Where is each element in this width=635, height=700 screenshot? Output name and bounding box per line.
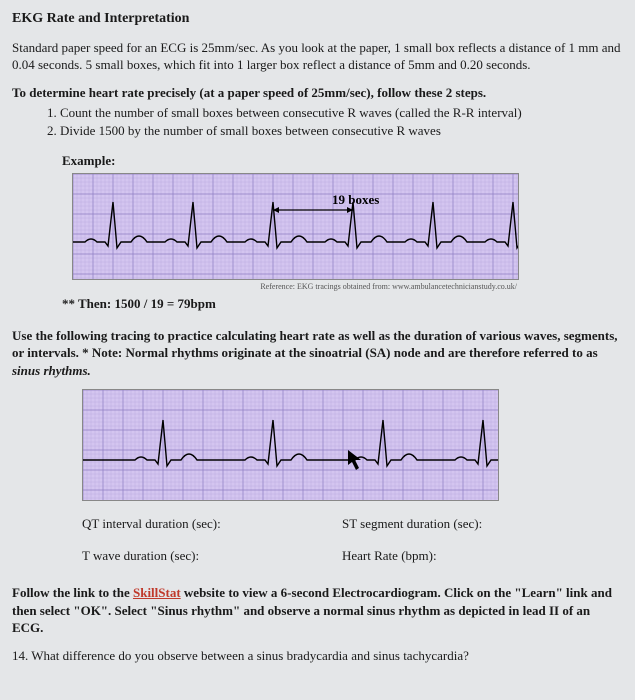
calculation-result: ** Then: 1500 / 19 = 79bpm (62, 295, 623, 313)
ekg-example-tracing (72, 173, 519, 280)
t-wave-label: T wave duration (sec): (82, 547, 342, 565)
heart-rate-label: Heart Rate (bpm): (342, 547, 623, 565)
skillstat-link[interactable]: SkillStat (133, 585, 181, 600)
follow-text-a: Follow the link to the (12, 585, 133, 600)
determine-heading: To determine heart rate precisely (at a … (12, 84, 623, 102)
ekg-practice-tracing (82, 389, 499, 501)
qt-interval-label: QT interval duration (sec): (82, 515, 342, 533)
st-segment-label: ST segment duration (sec): (342, 515, 623, 533)
practice-text-b: sinus rhythms. (12, 363, 91, 378)
page-title: EKG Rate and Interpretation (12, 10, 623, 29)
ekg-example-container: 19 boxes (72, 173, 623, 280)
practice-text-a: Use the following tracing to practice ca… (12, 328, 618, 361)
reference-text: Reference: EKG tracings obtained from: w… (72, 282, 517, 293)
practice-fields: QT interval duration (sec): ST segment d… (82, 515, 623, 564)
example-label: Example: (62, 152, 623, 170)
steps-list: Count the number of small boxes between … (12, 104, 623, 140)
intro-paragraph: Standard paper speed for an ECG is 25mm/… (12, 39, 623, 74)
boxes-annotation: 19 boxes (332, 191, 379, 209)
practice-instructions: Use the following tracing to practice ca… (12, 327, 623, 380)
follow-link-paragraph: Follow the link to the SkillStat website… (12, 584, 623, 637)
step-1: Count the number of small boxes between … (60, 104, 623, 122)
step-2: Divide 1500 by the number of small boxes… (60, 122, 623, 140)
ekg-practice-container (82, 389, 623, 501)
question-14: 14. What difference do you observe betwe… (12, 647, 623, 665)
